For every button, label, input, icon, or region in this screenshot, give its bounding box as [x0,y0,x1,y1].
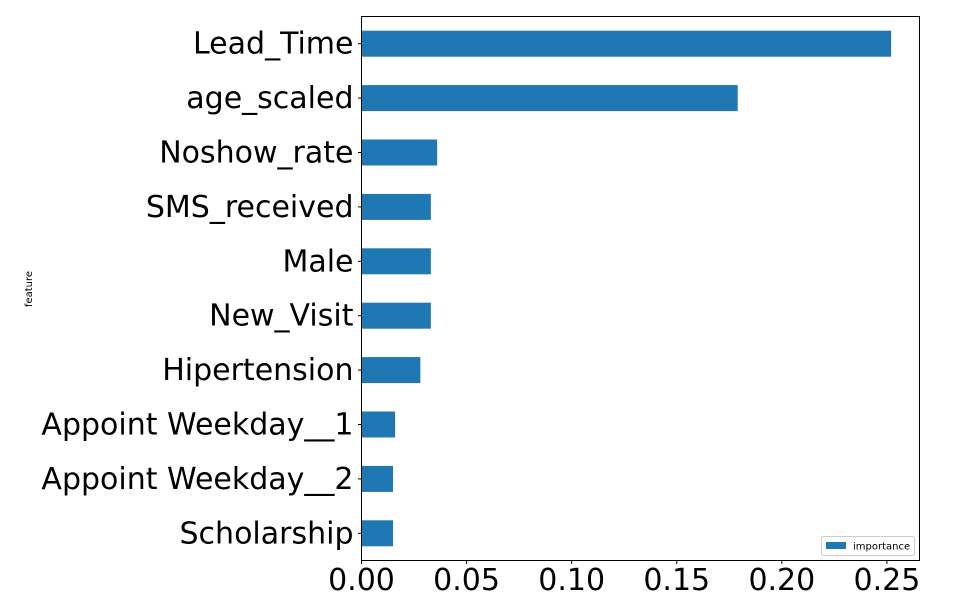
y-tick-label: Appoint Weekday__1 [41,408,353,443]
y-axis-label: feature [24,271,35,307]
plot-frame [361,16,920,561]
y-tick-label: Lead_Time [193,27,354,62]
y-tick-label: SMS_received [146,190,354,225]
x-tick-label: 0.15 [643,563,710,598]
bars-layer [361,30,892,547]
y-tick-label: age_scaled [186,81,353,116]
bar-noshow-rate [361,139,438,166]
legend-swatch [826,542,846,549]
bar-new-visit [361,302,431,329]
y-ticks-layer: Lead_Time age_scaled Noshow_rate SMS_receiv… [41,27,362,551]
bar-hipertension [361,357,421,384]
x-tick-label: 0.20 [748,563,815,598]
legend-label: importance [853,542,910,553]
x-tick-label: 0.05 [433,563,500,598]
y-tick-label: New_Visit [209,299,354,334]
x-ticks-layer: 0.00 0.05 0.10 0.15 0.20 0.25 [328,560,921,598]
bar-lead-time [361,30,892,57]
bar-appoint-weekday-2 [361,465,394,492]
bar-appoint-weekday-1 [361,411,396,438]
legend-box [821,536,915,556]
legend: importance [821,536,915,556]
y-tick-label: Hipertension [162,353,353,388]
bar-age-scaled [361,85,738,112]
x-tick-label: 0.25 [854,563,921,598]
y-tick-label: Male [282,244,353,279]
x-tick-label: 0.00 [328,563,395,598]
y-tick-label: Appoint Weekday__2 [41,462,353,497]
y-tick-label: Scholarship [180,516,354,551]
y-tick-label: Noshow_rate [159,136,353,171]
x-tick-label: 0.10 [538,563,605,598]
bar-sms-received [361,193,431,220]
bar-male [361,248,431,275]
bar-scholarship [361,520,394,547]
